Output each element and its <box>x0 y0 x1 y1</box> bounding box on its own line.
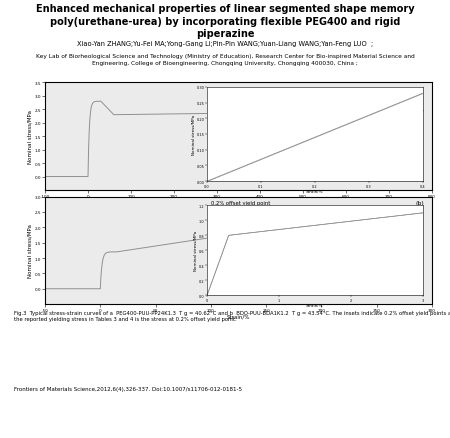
Text: (b): (b) <box>415 200 424 205</box>
Text: Frontiers of Materials Science,2012,6(4),326-337. Doi:10.1007/s11706-012-0181-5: Frontiers of Materials Science,2012,6(4)… <box>14 386 242 391</box>
Y-axis label: Nominal stress/MPa: Nominal stress/MPa <box>28 224 33 278</box>
Text: Fig.3  Typical stress-strain curves of a  PEG400-PUU-PP24K1.3  T g = 40.62°C and: Fig.3 Typical stress-strain curves of a … <box>14 310 450 321</box>
X-axis label: Strain/%: Strain/% <box>227 314 250 319</box>
Text: Key Lab of Biorheological Science and Technology (Ministry of Education), Resear: Key Lab of Biorheological Science and Te… <box>36 54 414 66</box>
X-axis label: Strain/%: Strain/% <box>306 189 324 193</box>
Text: Xiao-Yan ZHANG;Yu-Fei MA;Yong-Gang Li;Pin-Pin WANG;Yuan-Liang WANG;Yan-Feng LUO : Xiao-Yan ZHANG;Yu-Fei MA;Yong-Gang Li;Pi… <box>77 41 373 47</box>
X-axis label: Strain/%: Strain/% <box>227 200 250 205</box>
X-axis label: Strain/%: Strain/% <box>306 303 324 307</box>
Text: 0.2% offset yield point: 0.2% offset yield point <box>208 90 411 113</box>
Y-axis label: Nominal stress/MPa: Nominal stress/MPa <box>28 110 33 164</box>
Text: (a): (a) <box>416 86 424 92</box>
Text: Enhanced mechanical properties of linear segmented shape memory
poly(urethane-ur: Enhanced mechanical properties of linear… <box>36 4 414 39</box>
Y-axis label: Nominal stress/MPa: Nominal stress/MPa <box>192 115 196 155</box>
Text: 0.2% offset yield point: 0.2% offset yield point <box>211 201 384 216</box>
Y-axis label: Nominal stress/MPa: Nominal stress/MPa <box>194 231 198 271</box>
